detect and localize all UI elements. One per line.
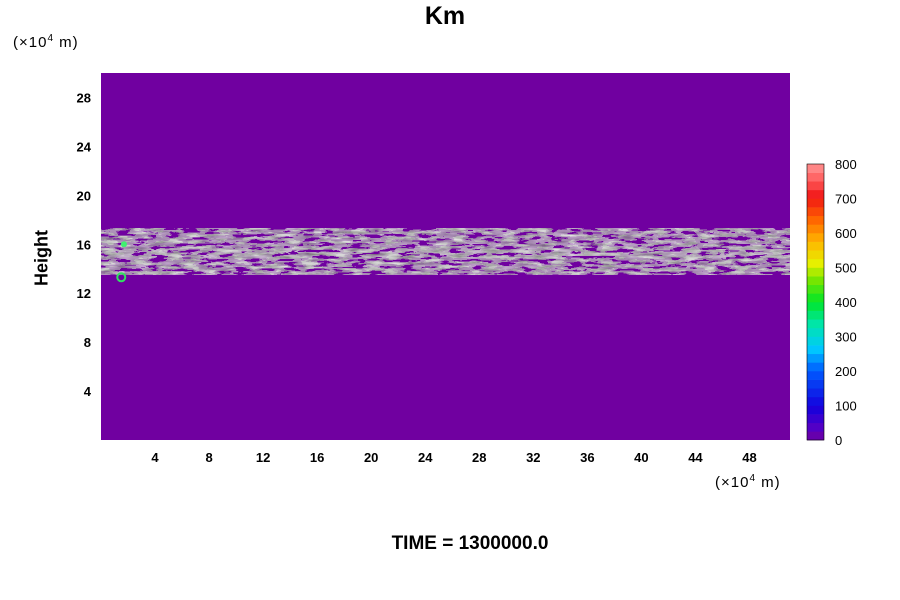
turbulent-layer xyxy=(101,228,790,283)
y-unit-base: (×10 xyxy=(13,34,48,51)
colorbar-segment xyxy=(807,327,824,337)
local-maximum-mark xyxy=(120,241,127,248)
y-tick-label: 24 xyxy=(77,139,92,154)
local-maximum-mark xyxy=(116,272,127,283)
y-unit-tail: m) xyxy=(54,34,79,51)
colorbar-frame xyxy=(806,163,825,441)
colorbar-segment xyxy=(807,431,824,441)
colorbar-segment xyxy=(807,284,824,294)
y-tick-label: 28 xyxy=(77,90,91,105)
colorbar-segment xyxy=(807,319,824,329)
colorbar-tick-label: 600 xyxy=(835,226,857,241)
x-tick-label: 4 xyxy=(151,450,159,465)
x-tick-label: 12 xyxy=(256,450,270,465)
turbulence-core xyxy=(101,248,790,258)
colorbar-segment xyxy=(807,250,824,260)
colorbar-segment xyxy=(807,302,824,311)
x-axis-unit: (×104 m) xyxy=(715,473,781,491)
x-tick-label: 32 xyxy=(526,450,540,465)
colorbar-tick-label: 500 xyxy=(835,261,857,276)
colorbar-segment xyxy=(807,345,824,355)
y-unit-exponent: 4 xyxy=(47,33,55,44)
x-tick-label: 28 xyxy=(472,450,486,465)
colorbar-segment xyxy=(807,172,824,182)
colorbar-segment xyxy=(807,396,824,406)
colorbar-segment xyxy=(807,189,824,199)
colorbar-segment xyxy=(807,215,824,225)
colorbar-tick-label: 100 xyxy=(835,399,857,414)
y-tick-label: 20 xyxy=(77,188,91,203)
colorbar-segment xyxy=(807,414,824,424)
colorbar-tick-label: 400 xyxy=(835,295,857,310)
colorbar-tick-label: 800 xyxy=(835,157,857,172)
x-tick-label: 48 xyxy=(742,450,756,465)
x-tick-label: 40 xyxy=(634,450,648,465)
time-label: TIME = 1300000.0 xyxy=(391,533,549,554)
colorbar-segment xyxy=(807,224,824,234)
x-ticks: 4 8 12 16 20 24 28 32 36 40 44 48 xyxy=(151,450,756,465)
colorbar-segment xyxy=(807,362,824,372)
y-tick-label: 8 xyxy=(84,335,91,350)
y-axis-unit: (×104 m) xyxy=(13,33,79,51)
colorbar xyxy=(806,163,825,441)
x-tick-label: 8 xyxy=(205,450,212,465)
colorbar-segment xyxy=(807,267,824,277)
x-unit-tail: m) xyxy=(756,474,781,491)
colorbar-segment xyxy=(807,371,824,380)
x-tick-label: 36 xyxy=(580,450,594,465)
x-tick-label: 24 xyxy=(418,450,433,465)
colorbar-segment xyxy=(807,353,824,363)
x-unit-exponent: 4 xyxy=(749,473,757,484)
colorbar-segment xyxy=(807,164,824,173)
y-ticks: 4 8 12 16 20 24 28 xyxy=(77,90,92,399)
colorbar-segment xyxy=(807,241,824,251)
colorbar-tick-label: 0 xyxy=(835,433,842,448)
y-tick-label: 16 xyxy=(77,237,91,252)
chart-title: Km xyxy=(424,2,466,30)
colorbar-segment xyxy=(807,198,824,208)
colorbar-segment xyxy=(807,276,824,286)
colorbar-segment xyxy=(807,336,824,346)
colorbar-segment xyxy=(807,310,824,320)
colorbar-segment xyxy=(807,388,824,398)
x-tick-label: 44 xyxy=(688,450,703,465)
y-tick-label: 4 xyxy=(84,384,92,399)
colorbar-tick-label: 200 xyxy=(835,364,857,379)
colorbar-segment xyxy=(807,379,824,389)
colorbar-ticks: 0 100 200 300 400 500 600 700 800 xyxy=(835,157,857,448)
colorbar-segment xyxy=(807,258,824,268)
colorbar-segment xyxy=(807,293,824,303)
colorbar-tick-label: 700 xyxy=(835,192,857,207)
y-tick-label: 12 xyxy=(77,286,91,301)
colorbar-tick-label: 300 xyxy=(835,330,857,345)
x-tick-label: 20 xyxy=(364,450,378,465)
colorbar-segment xyxy=(807,405,824,415)
colorbar-segment xyxy=(807,233,824,242)
x-unit-base: (×10 xyxy=(715,474,750,491)
colorbar-segment xyxy=(807,422,824,432)
x-tick-label: 16 xyxy=(310,450,324,465)
colorbar-segment xyxy=(807,181,824,191)
colorbar-segment xyxy=(807,207,824,217)
